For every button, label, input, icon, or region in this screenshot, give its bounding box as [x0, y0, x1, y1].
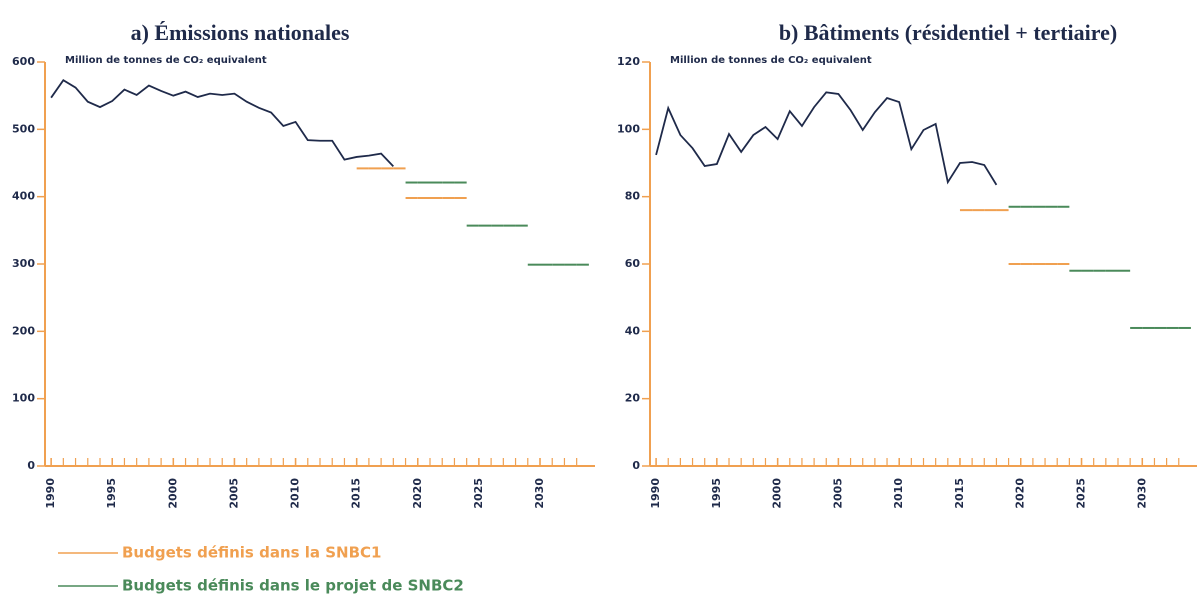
x-tick-label: 1995: [105, 478, 118, 509]
x-tick-label: 2015: [953, 478, 966, 509]
emissions-line: [50, 78, 394, 167]
x-tick-label: 2010: [289, 478, 302, 509]
legend-label: Budgets définis dans la SNBC1: [122, 544, 382, 562]
x-tick-label: 1995: [710, 478, 723, 509]
x-tick-label: 2010: [892, 478, 905, 509]
x-tick-label: 2025: [472, 478, 485, 509]
y-tick-label: 40: [625, 324, 641, 337]
x-tick-label: 2005: [831, 478, 844, 509]
y-axis-label: Million de tonnes de CO₂ equivalent: [670, 55, 872, 66]
y-tick-label: 200: [12, 324, 35, 337]
x-tick-label: 2020: [411, 478, 424, 509]
y-tick-label: 100: [617, 122, 640, 135]
chart-title: a) Émissions nationales: [131, 20, 350, 45]
emissions-line: [655, 91, 998, 186]
x-tick-label: 2030: [533, 478, 546, 509]
x-tick-label: 1990: [44, 478, 57, 509]
y-tick-label: 100: [12, 392, 35, 405]
y-tick-label: 120: [617, 55, 640, 68]
legend-label: Budgets définis dans le projet de SNBC2: [122, 577, 464, 595]
chart-title: b) Bâtiments (résidentiel + tertiaire): [779, 20, 1117, 45]
x-tick-label: 2015: [350, 478, 363, 509]
x-tick-label: 2005: [227, 478, 240, 509]
y-tick-label: 600: [12, 55, 35, 68]
x-tick-label: 2000: [166, 478, 179, 509]
y-tick-label: 0: [27, 459, 35, 472]
x-tick-label: 2025: [1075, 478, 1088, 509]
y-tick-label: 400: [12, 190, 35, 203]
x-tick-label: 2020: [1014, 478, 1027, 509]
y-tick-label: 60: [625, 257, 641, 270]
x-tick-label: 2030: [1135, 478, 1148, 509]
x-tick-label: 1990: [649, 478, 662, 509]
y-tick-label: 0: [632, 459, 640, 472]
y-axis-label: Million de tonnes de CO₂ equivalent: [65, 55, 267, 66]
y-tick-label: 300: [12, 257, 35, 270]
y-tick-label: 80: [625, 190, 641, 203]
y-tick-label: 20: [625, 392, 641, 405]
y-tick-label: 500: [12, 122, 35, 135]
x-tick-label: 2000: [771, 478, 784, 509]
